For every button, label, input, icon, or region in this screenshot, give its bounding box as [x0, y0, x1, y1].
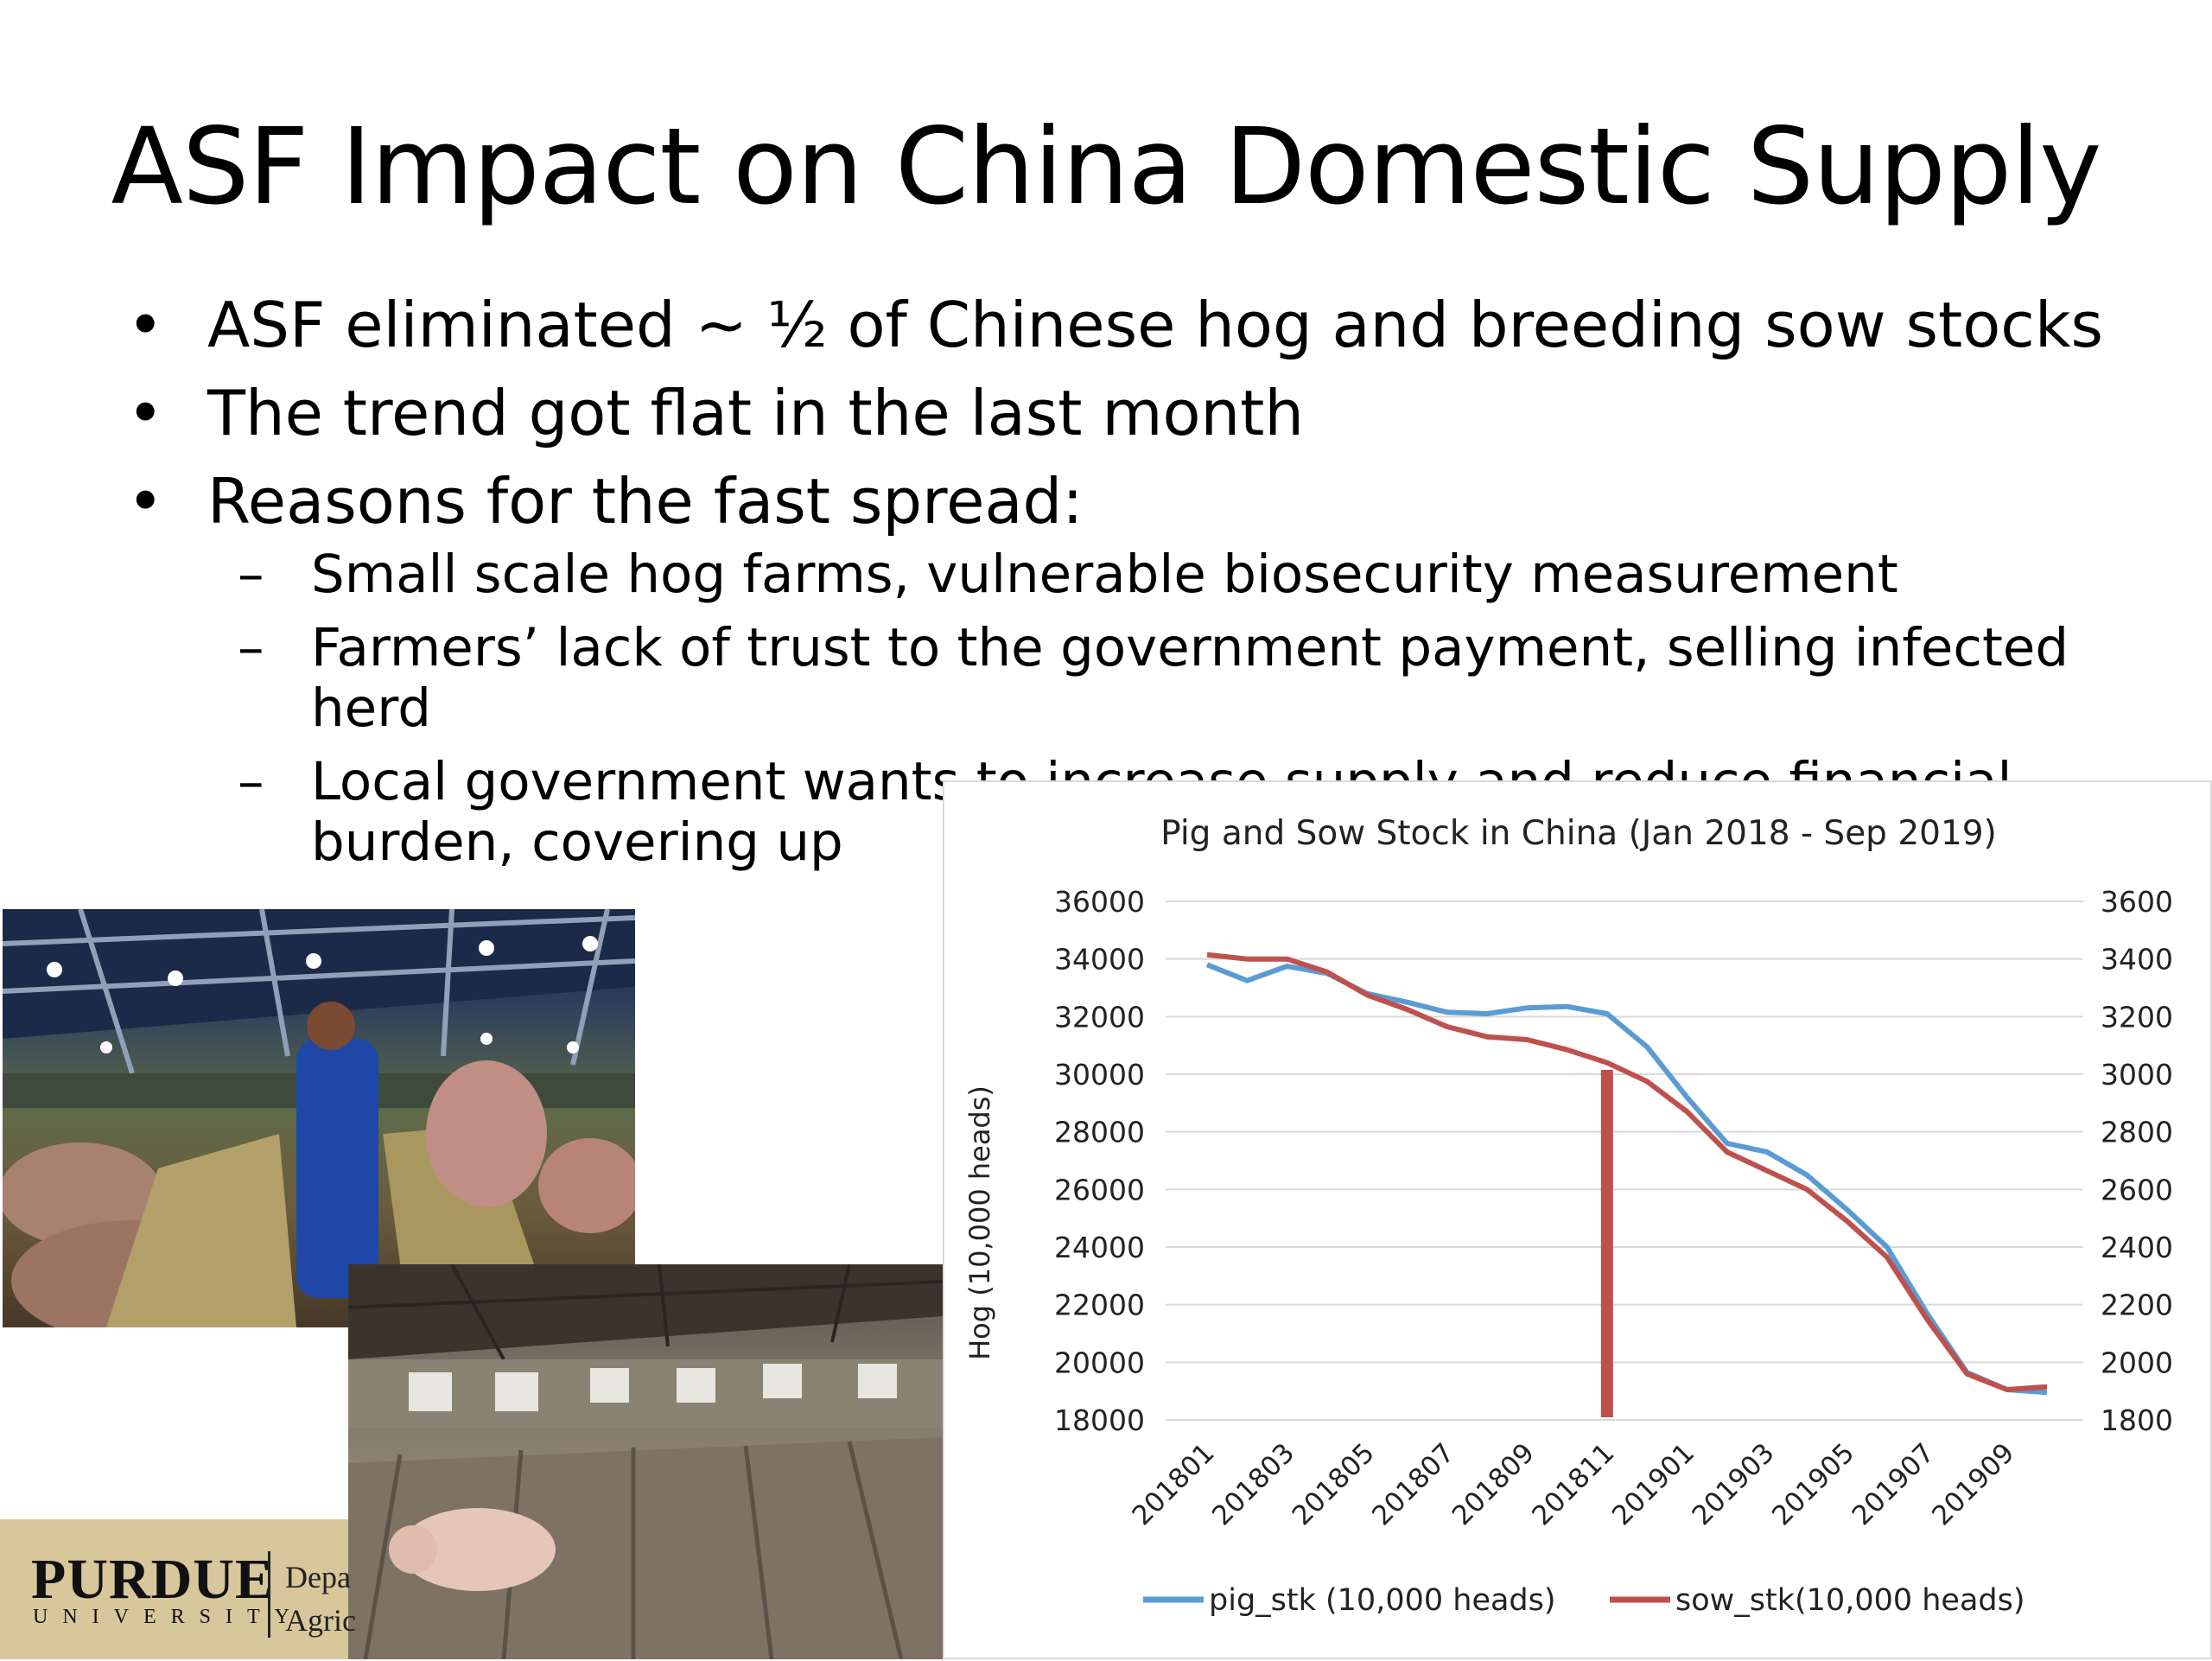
legend-label: sow_stk(10,000 heads): [1675, 1583, 2025, 1618]
slide-title: ASF Impact on China Domestic Supply: [111, 105, 2102, 228]
x-tick-label: 201805: [1287, 1437, 1381, 1531]
department-line: Agric: [285, 1603, 356, 1638]
y2-tick-label: 2000: [2101, 1346, 2173, 1379]
bullet-item: Reasons for the fast spread:: [127, 457, 2160, 545]
sub-bullet-item: Farmers’ lack of trust to the government…: [238, 618, 2169, 739]
purdue-logo: PURDUE: [31, 1548, 274, 1611]
x-tick-label: 201803: [1206, 1437, 1300, 1531]
x-tick-label: 201807: [1366, 1437, 1460, 1531]
x-tick-label: 201811: [1526, 1437, 1620, 1531]
x-tick-label: 201809: [1446, 1437, 1541, 1531]
x-tick-label: 201903: [1687, 1437, 1781, 1531]
y2-tick-label: 2600: [2101, 1173, 2173, 1206]
y2-tick-label: 2200: [2101, 1289, 2173, 1322]
series-line-pig: [1205, 962, 2048, 1396]
bullet-item: ASF eliminated ~ ½ of Chinese hog and br…: [127, 281, 2160, 369]
y-tick-label: 28000: [1054, 1116, 1145, 1149]
logo-divider: [268, 1551, 270, 1638]
y-tick-label: 24000: [1054, 1231, 1145, 1264]
bullet-item: The trend got flat in the last month: [127, 369, 2160, 457]
y-tick-label: 20000: [1054, 1346, 1145, 1379]
y-axis-label: Hog (10,000 heads): [963, 1085, 996, 1360]
legend-label: pig_stk (10,000 heads): [1209, 1583, 1556, 1618]
line-chart: Pig and Sow Stock in China (Jan 2018 - S…: [963, 814, 2173, 1618]
x-tick-label: 201907: [1847, 1437, 1941, 1531]
y-tick-label: 34000: [1054, 943, 1145, 977]
y2-tick-label: 2800: [2101, 1116, 2173, 1149]
y2-tick-label: 3000: [2101, 1058, 2173, 1091]
x-tick-label: 201909: [1926, 1437, 2020, 1531]
x-tick-label: 201905: [1766, 1437, 1860, 1531]
y2-tick-label: 2400: [2101, 1231, 2173, 1264]
bullet-list: ASF eliminated ~ ½ of Chinese hog and br…: [127, 281, 2160, 545]
y2-tick-label: 3600: [2101, 885, 2173, 919]
y2-tick-label: 3400: [2101, 943, 2173, 977]
chart-panel: Pig and Sow Stock in China (Jan 2018 - S…: [943, 780, 2212, 1659]
sub-bullet-list: Small scale hog farms, vulnerable biosec…: [238, 544, 2169, 886]
y-tick-label: 18000: [1054, 1403, 1145, 1437]
empty-pen-photo: [348, 1264, 943, 1659]
series-line-sow: [1206, 951, 2048, 1392]
department-text: Depa Agric: [285, 1556, 356, 1642]
y2-tick-label: 1800: [2101, 1403, 2173, 1437]
department-line: Depa: [285, 1560, 351, 1594]
purdue-logo-subtitle: UNIVERSITY: [33, 1606, 304, 1628]
y-tick-label: 32000: [1054, 1000, 1145, 1034]
x-tick-label: 201801: [1127, 1437, 1221, 1531]
pig-farm-photo: [3, 909, 635, 1327]
chart-title: Pig and Sow Stock in China (Jan 2018 - S…: [1160, 814, 1997, 853]
y-tick-label: 36000: [1054, 885, 1145, 919]
y-tick-label: 30000: [1054, 1058, 1145, 1091]
x-tick-label: 201901: [1606, 1437, 1700, 1531]
y2-tick-label: 3200: [2101, 1000, 2173, 1034]
sub-bullet-item: Small scale hog farms, vulnerable biosec…: [238, 544, 2169, 606]
y-tick-label: 26000: [1054, 1173, 1145, 1206]
purdue-logo-band: [0, 1519, 348, 1659]
y-tick-label: 22000: [1054, 1289, 1145, 1322]
